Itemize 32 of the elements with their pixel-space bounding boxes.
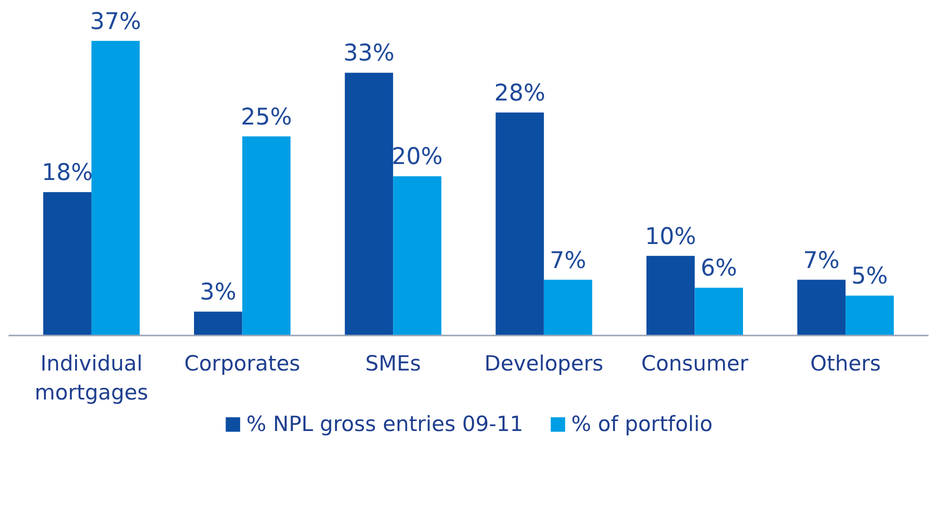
x-tick-label: SMEs [365,352,421,376]
bar [91,40,140,336]
bar [797,280,846,336]
data-label: 5% [851,264,888,290]
data-label: 6% [700,256,738,282]
data-label: 33% [343,40,395,67]
data-label: 20% [392,144,443,170]
x-tick-label: Consumer [641,352,749,376]
data-label: 37% [90,8,142,35]
bar [846,296,894,336]
data-label: 3% [200,280,236,306]
bar [544,280,592,336]
bar [496,112,544,336]
x-tick-label: Developers [484,352,604,376]
x-tick-label: Corporates [184,352,300,376]
data-label: 18% [42,160,93,186]
x-tick-label: Others [810,352,881,376]
x-tick-label: Individual mortgages [34,352,148,404]
data-label: 7% [550,248,586,274]
bar [393,176,442,336]
data-label: 25% [240,104,292,130]
data-label: 28% [494,80,546,107]
bar [344,72,394,336]
data-label: 7% [803,248,840,274]
bar [242,136,291,336]
bar [694,288,743,336]
bar [646,256,695,336]
bar [43,192,92,336]
legend-label: % of portfolio [571,412,713,436]
data-label: 10% [645,224,696,250]
bar [194,312,242,336]
legend-label: % NPL gross entries 09-11 [246,412,524,436]
